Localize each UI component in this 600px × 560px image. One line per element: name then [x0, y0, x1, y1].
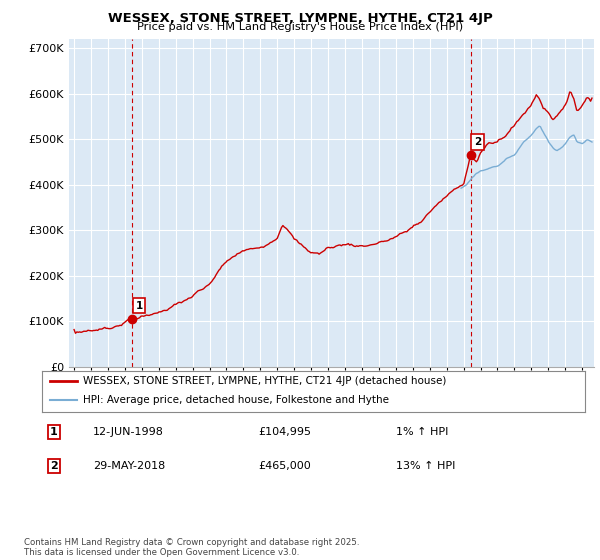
Text: Contains HM Land Registry data © Crown copyright and database right 2025.
This d: Contains HM Land Registry data © Crown c… — [24, 538, 359, 557]
Text: 2: 2 — [50, 461, 58, 471]
Text: HPI: Average price, detached house, Folkestone and Hythe: HPI: Average price, detached house, Folk… — [83, 395, 389, 405]
Text: 1% ↑ HPI: 1% ↑ HPI — [396, 427, 448, 437]
Text: WESSEX, STONE STREET, LYMPNE, HYTHE, CT21 4JP: WESSEX, STONE STREET, LYMPNE, HYTHE, CT2… — [107, 12, 493, 25]
Text: 2: 2 — [473, 137, 481, 147]
Text: £104,995: £104,995 — [258, 427, 311, 437]
Text: 1: 1 — [50, 427, 58, 437]
Text: 12-JUN-1998: 12-JUN-1998 — [93, 427, 164, 437]
Text: 13% ↑ HPI: 13% ↑ HPI — [396, 461, 455, 471]
Text: 29-MAY-2018: 29-MAY-2018 — [93, 461, 165, 471]
Text: Price paid vs. HM Land Registry's House Price Index (HPI): Price paid vs. HM Land Registry's House … — [137, 22, 463, 32]
Text: 1: 1 — [136, 301, 143, 311]
Text: £465,000: £465,000 — [258, 461, 311, 471]
Text: WESSEX, STONE STREET, LYMPNE, HYTHE, CT21 4JP (detached house): WESSEX, STONE STREET, LYMPNE, HYTHE, CT2… — [83, 376, 446, 386]
